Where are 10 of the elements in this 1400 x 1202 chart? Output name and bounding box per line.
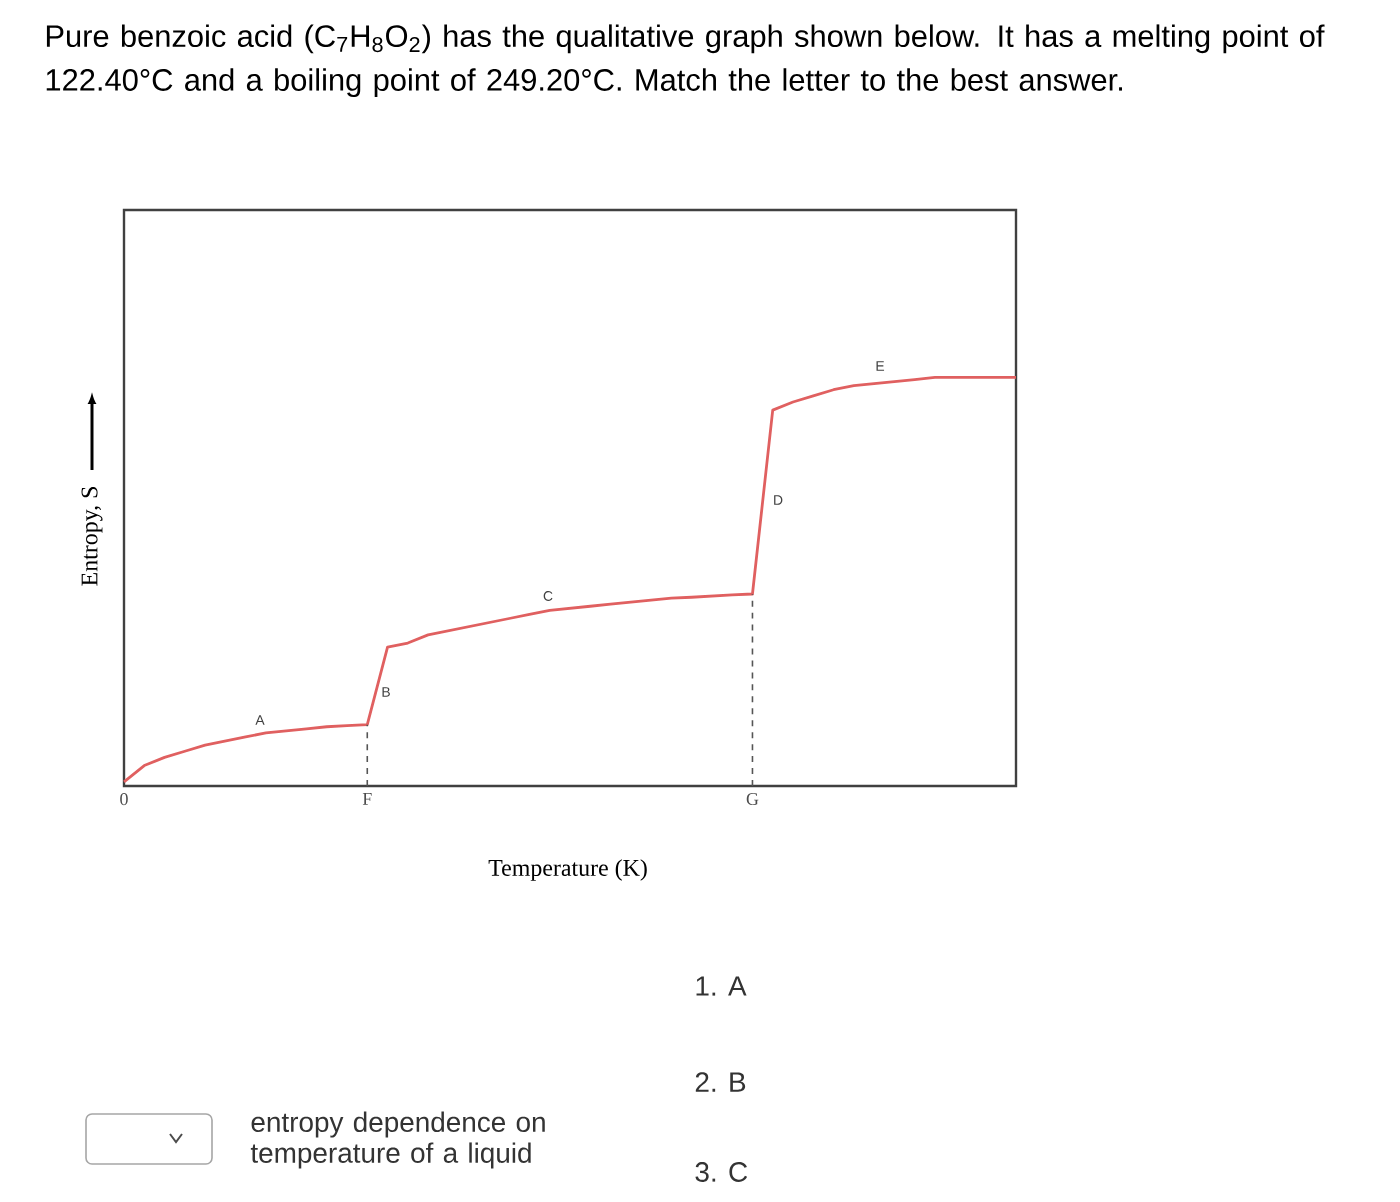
chart-title: Pure benzoic acid (C$_{7}$H$_{8}$O$_{2}$) has the qualitative graph shown below. It has a melting point of 122.40°C and a boiling point of 249.20°C. Match the letter to the best answer. [46, 24, 1325, 97]
y-axis-title: Entropy, S [81, 487, 103, 586]
text: 1. A [696, 976, 747, 996]
text: entropy dependence on temperature of a liquid [250, 1111, 545, 1169]
text: 2. B [695, 1072, 746, 1092]
x-tick-label: G [746, 793, 759, 806]
x-tick-label: F [362, 793, 372, 805]
x-axis-title: Temperature (K) [488, 859, 647, 881]
x-tick-label: 0 [120, 793, 128, 806]
text: 3. C [695, 1162, 748, 1182]
